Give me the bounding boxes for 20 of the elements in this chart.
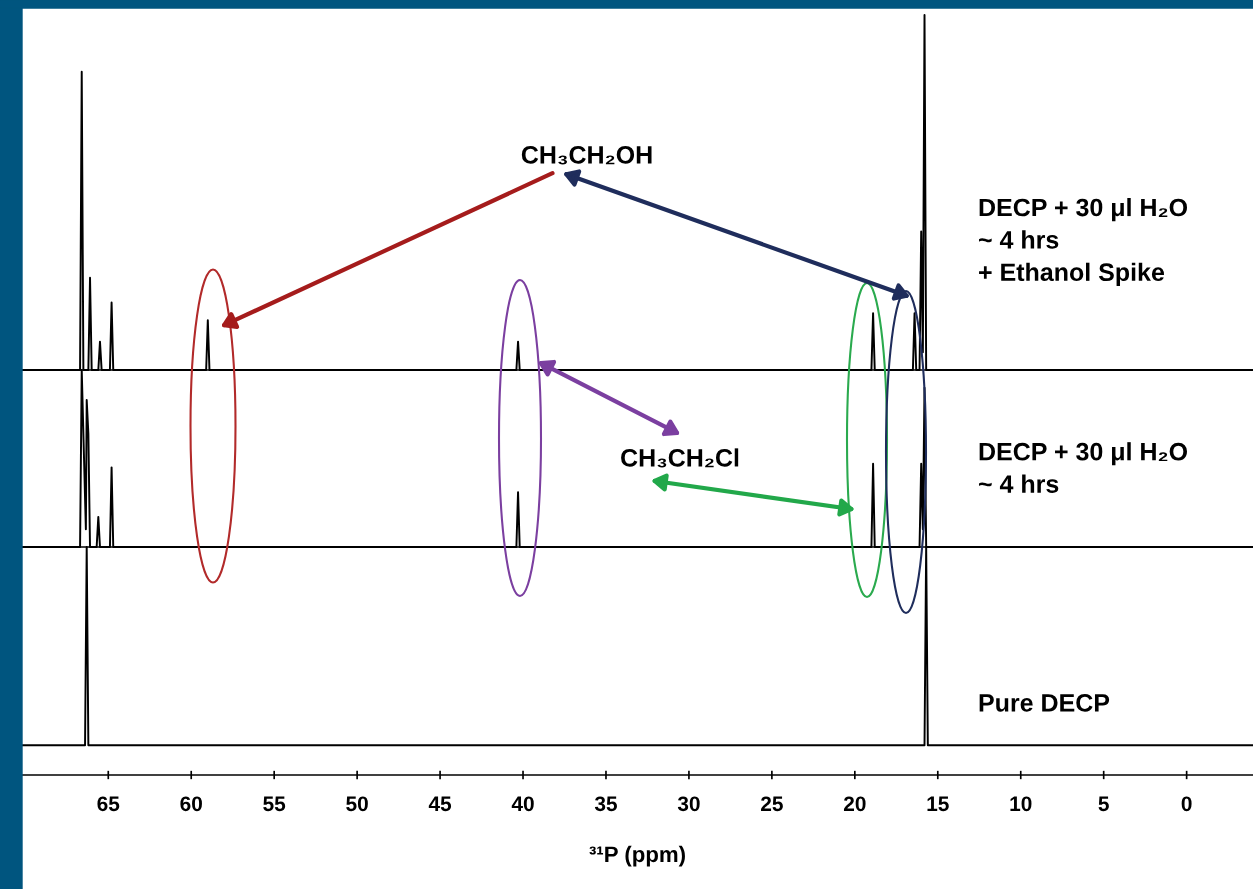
x-tick-label: 20	[843, 796, 866, 812]
x-tick-label: 45	[428, 796, 452, 812]
x-tick-label: 25	[761, 796, 783, 812]
x-tick-label: 30	[677, 796, 700, 812]
annotation: CH₃CH₂Cl	[621, 448, 739, 468]
x-tick-label: 35	[594, 796, 617, 812]
x-tick-label: 50	[346, 796, 368, 812]
annotation: DECP + 30 μl H₂O ~ 4 hrs + Ethanol Spike	[978, 197, 1188, 287]
x-tick-label: 10	[1010, 796, 1032, 812]
x-axis-title: ³¹P (ppm)	[589, 845, 685, 867]
x-tick-label: 0	[1181, 796, 1192, 812]
x-tick-label: 15	[927, 796, 949, 812]
annotation: DECP + 30 μl H₂O ~ 4 hrs	[978, 442, 1188, 493]
x-tick-label: 65	[97, 796, 120, 812]
annotation: Pure DECP	[979, 694, 1110, 712]
x-tick-label: 55	[263, 796, 286, 812]
x-tick-label: 40	[511, 796, 534, 812]
x-tick-label: 5	[1098, 796, 1109, 812]
x-tick-label: 60	[180, 796, 202, 812]
annotation: CH₃CH₂OH	[521, 146, 652, 165]
